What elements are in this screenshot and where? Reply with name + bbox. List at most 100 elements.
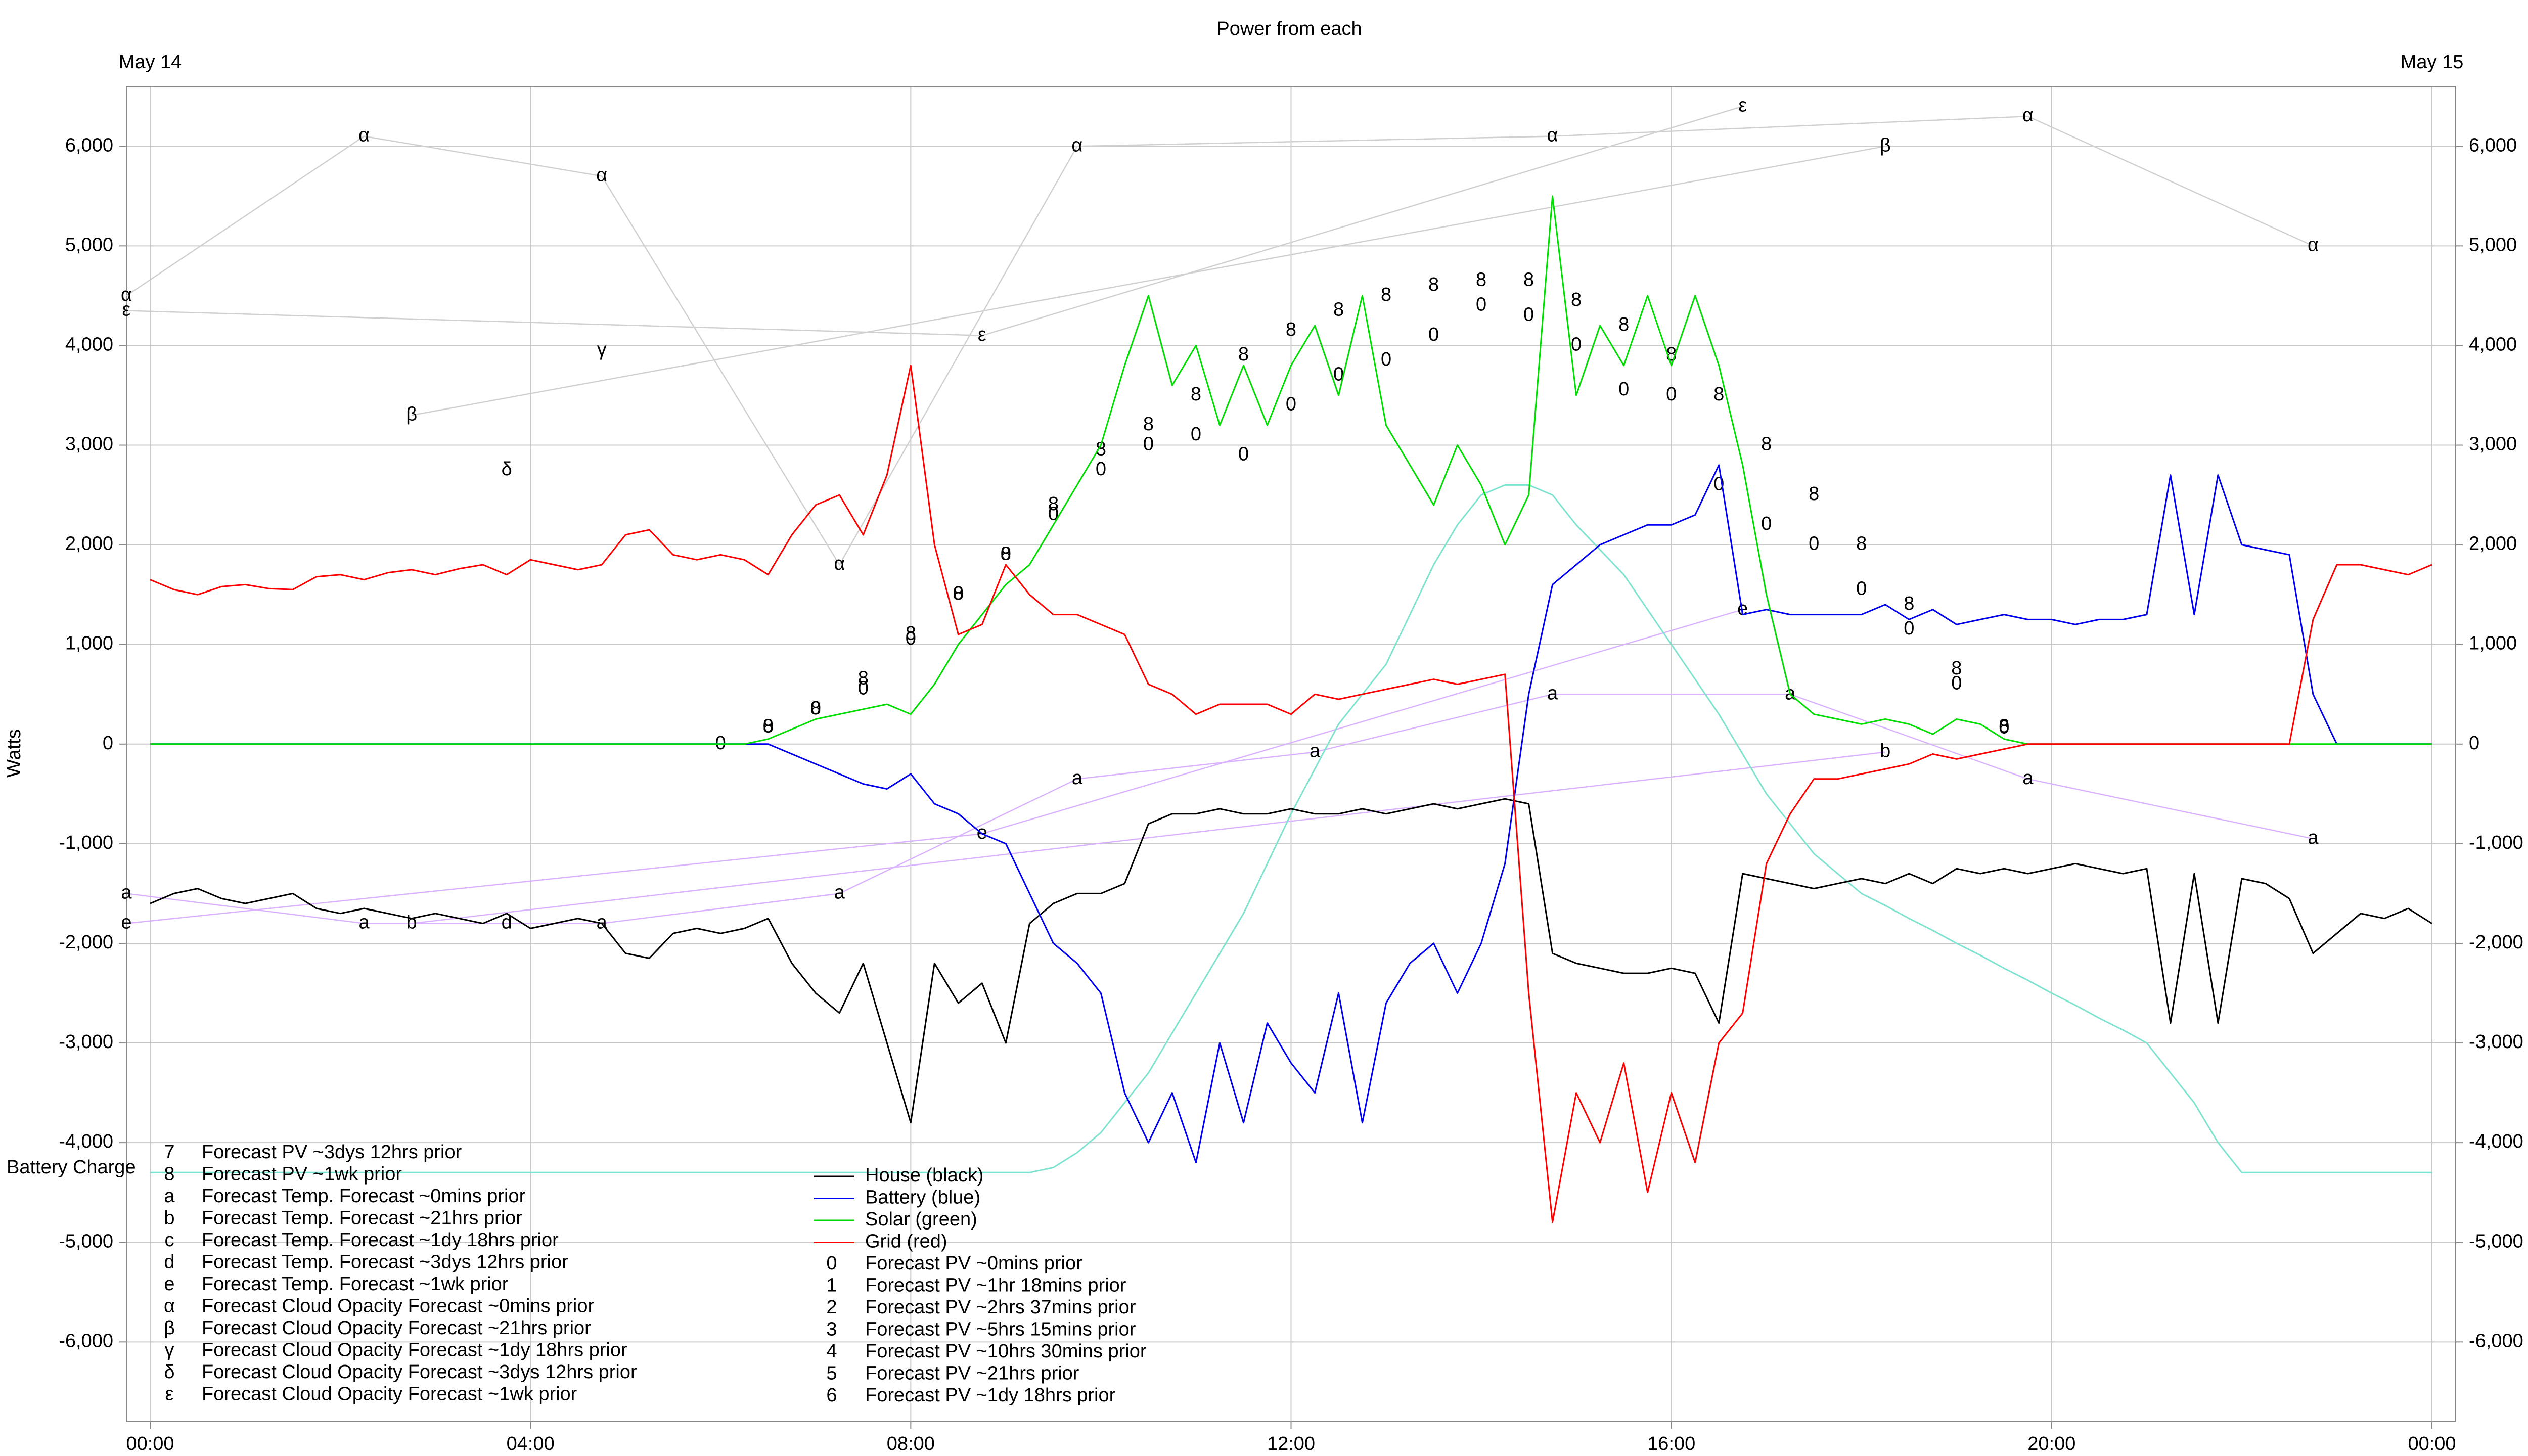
forecast-line <box>411 146 1886 416</box>
series-line <box>150 365 2432 1223</box>
legend-label: Forecast PV ~1dy 18hrs prior <box>865 1385 1116 1406</box>
forecast-marker: 8 <box>1381 284 1391 305</box>
series-line <box>150 798 2432 1124</box>
forecast-marker: 8 <box>1523 269 1534 290</box>
forecast-marker: a <box>1072 767 1083 789</box>
legend-symbol: 3 <box>826 1319 837 1340</box>
forecast-marker: e <box>1737 598 1748 619</box>
forecast-marker: 8 <box>953 583 964 604</box>
forecast-marker: 0 <box>763 715 774 737</box>
forecast-marker: 8 <box>1713 384 1724 405</box>
forecast-marker: 0 <box>1048 504 1059 525</box>
forecast-marker: 0 <box>1951 673 1962 694</box>
legend-label: Forecast PV ~1wk prior <box>202 1164 402 1185</box>
forecast-marker: 8 <box>1904 593 1914 614</box>
forecast-marker: 0 <box>1571 334 1582 355</box>
y2-tick-label: -4,000 <box>2469 1131 2523 1152</box>
y-tick-label: 0 <box>103 733 113 754</box>
forecast-marker: a <box>121 882 132 903</box>
forecast-marker: 0 <box>1761 513 1772 534</box>
forecast-marker: b <box>1880 741 1890 762</box>
forecast-marker: 8 <box>1951 658 1962 679</box>
date-label: May 14 <box>119 52 182 73</box>
x-tick-label: 00:00 <box>126 1433 174 1454</box>
forecast-marker: 0 <box>1523 304 1534 325</box>
y2-tick-label: 5,000 <box>2469 234 2517 255</box>
forecast-marker: ε <box>122 299 131 320</box>
forecast-marker: 8 <box>1191 384 1201 405</box>
forecast-marker: e <box>121 912 131 933</box>
y2-tick-label: -6,000 <box>2469 1330 2523 1351</box>
date-label: May 15 <box>2401 52 2464 73</box>
y-tick-label: -6,000 <box>59 1330 113 1351</box>
y-tick-label: 2,000 <box>65 533 113 555</box>
x-tick-label: 04:00 <box>507 1433 555 1454</box>
forecast-marker: 8 <box>1143 414 1154 435</box>
forecast-marker: 0 <box>1001 543 1011 564</box>
legend-label: Forecast Cloud Opacity Forecast ~1dy 18h… <box>202 1340 627 1361</box>
y-tick-label: 1,000 <box>65 633 113 654</box>
y2-tick-label: 1,000 <box>2469 633 2517 654</box>
forecast-marker: 8 <box>763 715 774 737</box>
y-tick-label: -2,000 <box>59 932 113 953</box>
forecast-marker: 0 <box>1904 618 1914 639</box>
legend-label: Forecast Cloud Opacity Forecast ~21hrs p… <box>202 1317 591 1339</box>
forecast-marker: 0 <box>1381 349 1391 370</box>
legend-symbol: d <box>164 1252 174 1273</box>
forecast-marker: 8 <box>906 623 916 644</box>
legend-label: Forecast Temp. Forecast ~1wk prior <box>202 1273 509 1295</box>
forecast-marker: 8 <box>1096 438 1106 460</box>
legend-label: Solar (green) <box>865 1209 977 1230</box>
forecast-marker: 8 <box>1999 715 2009 737</box>
y2-tick-label: 0 <box>2469 733 2479 754</box>
legend-symbol: α <box>164 1296 175 1317</box>
forecast-marker: 0 <box>1238 443 1249 465</box>
legend-label: Forecast PV ~5hrs 15mins prior <box>865 1319 1136 1340</box>
forecast-marker: α <box>596 164 607 186</box>
y-tick-label: -5,000 <box>59 1231 113 1252</box>
forecast-marker: 8 <box>1761 434 1772 455</box>
legend-symbol: β <box>164 1317 175 1339</box>
forecast-marker: 8 <box>810 698 821 719</box>
legend-label: Forecast Temp. Forecast ~21hrs prior <box>202 1208 522 1229</box>
forecast-marker: γ <box>597 339 607 360</box>
forecast-marker: α <box>358 125 370 146</box>
y2-tick-label: 6,000 <box>2469 134 2517 156</box>
legend-symbol: c <box>165 1230 174 1251</box>
legend-symbol: γ <box>165 1340 174 1361</box>
legend-label: Forecast PV ~0mins prior <box>865 1253 1082 1274</box>
y2-tick-label: 4,000 <box>2469 334 2517 355</box>
forecast-marker: 0 <box>715 733 726 754</box>
legend-symbol: 7 <box>164 1142 174 1163</box>
forecast-marker: 8 <box>1333 299 1344 320</box>
forecast-marker: α <box>1071 134 1082 156</box>
legend-symbol: 4 <box>826 1341 837 1362</box>
forecast-marker: ε <box>1738 95 1747 116</box>
legend-symbol: ε <box>165 1384 174 1405</box>
forecast-marker: 8 <box>1571 289 1582 310</box>
legend-label: Forecast Cloud Opacity Forecast ~3dys 12… <box>202 1361 637 1383</box>
forecast-marker: 0 <box>1286 394 1296 415</box>
forecast-marker: 0 <box>906 628 916 649</box>
forecast-marker: 8 <box>1856 533 1867 555</box>
y-tick-label: 5,000 <box>65 234 113 255</box>
x-tick-label: 20:00 <box>2027 1433 2075 1454</box>
forecast-marker: 0 <box>1096 459 1106 480</box>
forecast-marker: ε <box>978 324 986 345</box>
legend-label: Forecast Temp. Forecast ~0mins prior <box>202 1186 526 1207</box>
forecast-marker: a <box>1310 741 1321 762</box>
legend-label: Forecast Temp. Forecast ~1dy 18hrs prior <box>202 1230 559 1251</box>
forecast-line <box>126 106 1743 336</box>
legend-symbol: 6 <box>826 1385 837 1406</box>
forecast-marker: 8 <box>1286 319 1296 340</box>
forecast-marker: 8 <box>1238 344 1249 365</box>
legend-label: Forecast Cloud Opacity Forecast ~0mins p… <box>202 1296 594 1317</box>
forecast-marker: 8 <box>1618 314 1629 335</box>
forecast-marker: 0 <box>1191 424 1201 445</box>
y2-tick-label: 3,000 <box>2469 434 2517 455</box>
forecast-marker: α <box>121 284 132 305</box>
x-tick-label: 12:00 <box>1267 1433 1315 1454</box>
legend-symbol: a <box>164 1186 175 1207</box>
forecast-marker: β <box>1880 134 1891 156</box>
forecast-marker: a <box>1547 682 1558 704</box>
